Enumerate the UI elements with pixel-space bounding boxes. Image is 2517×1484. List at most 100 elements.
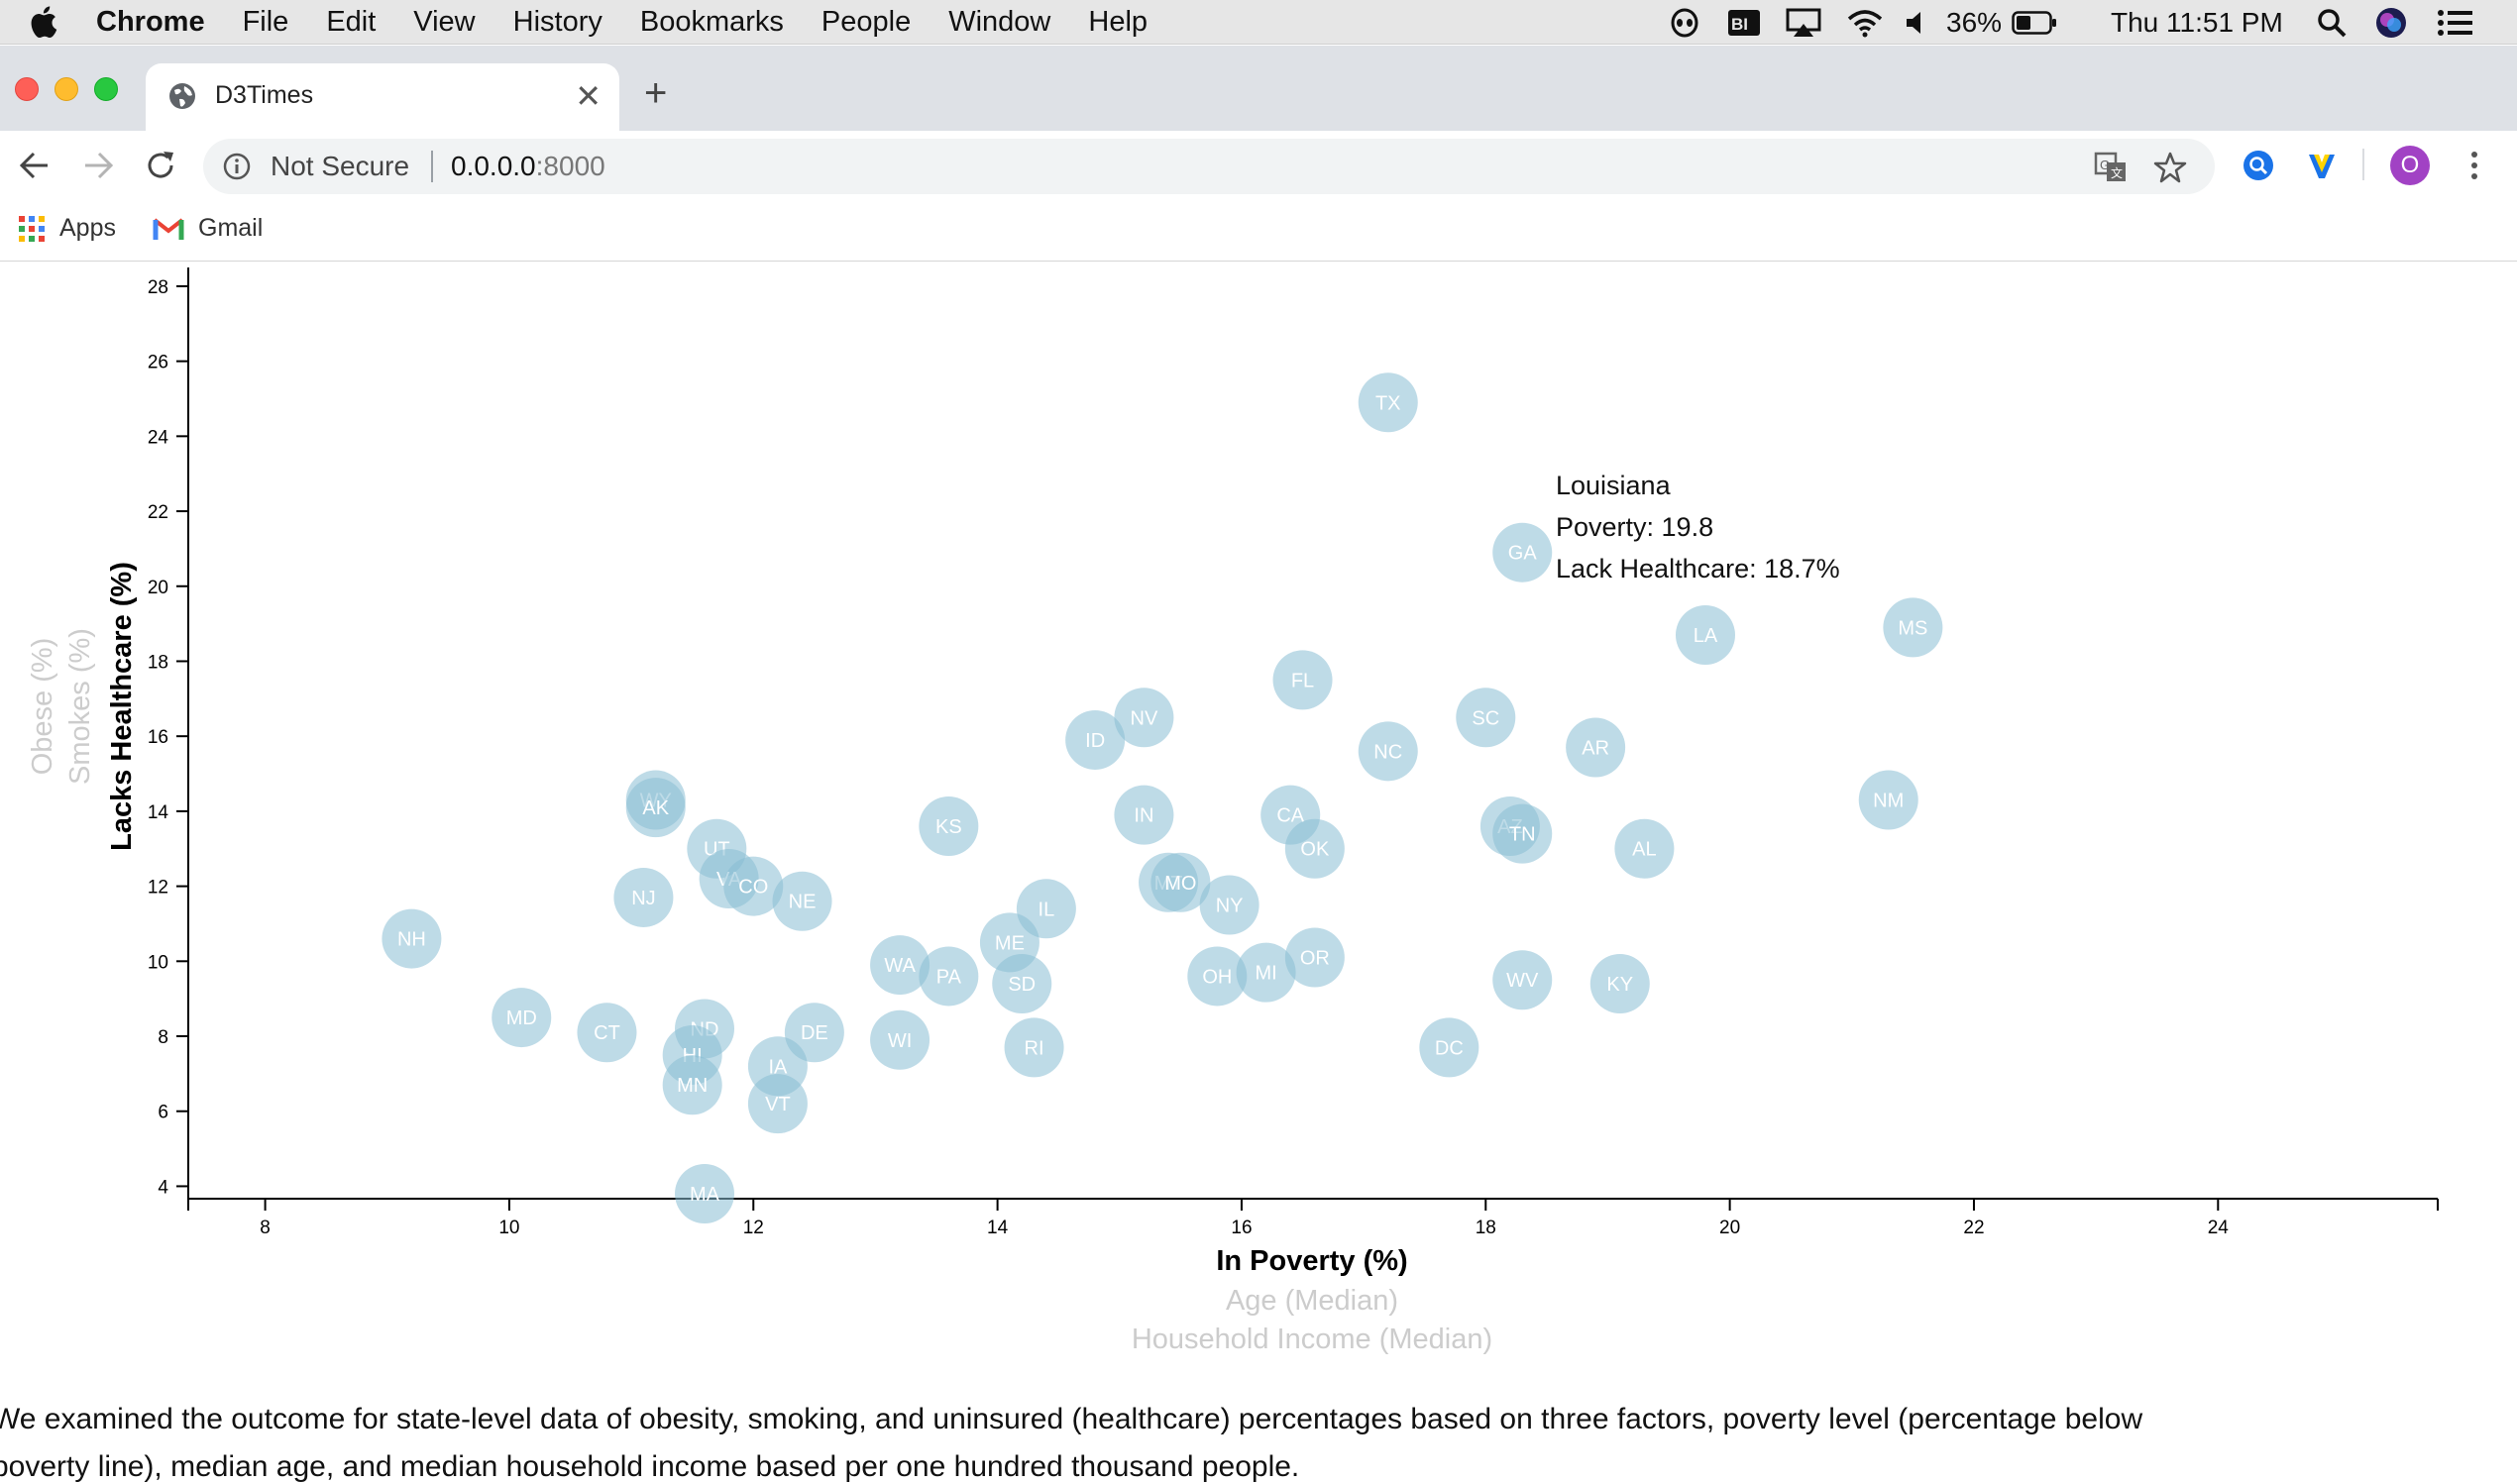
menu-clock[interactable]: Thu 11:51 PM xyxy=(2111,6,2283,38)
menu-view[interactable]: View xyxy=(413,6,476,38)
profile-avatar[interactable]: O xyxy=(2390,146,2430,185)
state-point[interactable] xyxy=(1187,946,1248,1007)
state-point[interactable] xyxy=(1114,688,1174,748)
state-point[interactable] xyxy=(1284,818,1345,879)
state-point[interactable] xyxy=(723,856,784,916)
state-label: NJ xyxy=(631,888,655,909)
state-point[interactable] xyxy=(625,778,686,838)
state-point[interactable] xyxy=(1492,950,1553,1010)
state-point[interactable] xyxy=(1492,803,1553,864)
more-menu-icon[interactable] xyxy=(2458,149,2491,182)
menu-chrome[interactable]: Chrome xyxy=(96,6,205,38)
state-point[interactable] xyxy=(577,1003,637,1063)
state-point[interactable] xyxy=(1566,717,1626,778)
bookmark-star-icon[interactable] xyxy=(2153,151,2187,184)
state-point[interactable] xyxy=(747,1074,808,1134)
state-label: WV xyxy=(1506,970,1539,992)
bookmark-apps[interactable]: Apps xyxy=(18,214,116,243)
apple-logo-icon[interactable] xyxy=(28,6,57,38)
alien-status-icon[interactable] xyxy=(1670,0,1699,45)
shield-extension-icon[interactable] xyxy=(2305,149,2339,182)
state-point[interactable] xyxy=(1883,597,1943,658)
bookmark-gmail[interactable]: Gmail xyxy=(153,214,263,243)
state-point[interactable] xyxy=(772,871,832,931)
state-point[interactable] xyxy=(1589,954,1650,1014)
reload-icon[interactable] xyxy=(144,149,177,182)
battery-icon[interactable] xyxy=(2012,0,2057,45)
state-point[interactable] xyxy=(1150,852,1211,912)
browser-tab[interactable]: D3Times ✕ xyxy=(146,63,619,131)
state-point[interactable] xyxy=(1456,688,1516,748)
state-point[interactable] xyxy=(662,1055,722,1115)
search-extension-icon[interactable] xyxy=(2242,149,2275,182)
menu-window[interactable]: Window xyxy=(948,6,1051,38)
volume-icon[interactable] xyxy=(1905,0,1930,45)
translate-icon[interactable]: G 文 xyxy=(2094,151,2128,184)
url-text[interactable]: 0.0.0.0:8000 xyxy=(451,151,605,182)
state-point[interactable] xyxy=(870,935,930,996)
x-axis-label-poverty[interactable]: In Poverty (%) xyxy=(1216,1245,1407,1277)
state-label: TN xyxy=(1509,824,1536,846)
state-label: AR xyxy=(1582,738,1609,760)
menu-bookmarks[interactable]: Bookmarks xyxy=(639,6,784,38)
state-point[interactable] xyxy=(919,796,979,857)
state-label: DE xyxy=(801,1022,828,1044)
tab-close-icon[interactable]: ✕ xyxy=(575,78,602,114)
menu-people[interactable]: People xyxy=(821,6,912,38)
y-tick-label: 26 xyxy=(148,353,168,373)
state-point[interactable] xyxy=(613,867,674,927)
window-close-button[interactable] xyxy=(15,77,39,101)
menu-help[interactable]: Help xyxy=(1088,6,1149,38)
state-point[interactable] xyxy=(1858,770,1918,830)
bi-status-icon[interactable]: BI xyxy=(1727,0,1761,45)
window-zoom-button[interactable] xyxy=(94,77,118,101)
airplay-icon[interactable] xyxy=(1786,0,1821,45)
siri-icon[interactable] xyxy=(2375,0,2407,45)
state-point[interactable] xyxy=(1284,927,1345,988)
state-point[interactable] xyxy=(1492,522,1553,583)
state-point[interactable] xyxy=(1236,942,1296,1003)
x-axis-label-income[interactable]: Household Income (Median) xyxy=(1132,1324,1492,1355)
spotlight-search-icon[interactable] xyxy=(2317,0,2347,45)
y-tick-label: 6 xyxy=(158,1103,168,1123)
state-point[interactable] xyxy=(1358,372,1418,433)
state-point[interactable] xyxy=(1675,604,1735,665)
toolbar-separator xyxy=(2362,149,2364,180)
y-axis-label-healthcare[interactable]: Lacks Healthcare (%) xyxy=(106,562,138,851)
wifi-icon[interactable] xyxy=(1847,0,1883,45)
x-axis: 8 10 12 14 16 18 20 22 24 xyxy=(187,1198,2439,1238)
state-label: OR xyxy=(1300,948,1330,970)
state-point[interactable] xyxy=(1114,785,1174,845)
menu-file[interactable]: File xyxy=(242,6,289,38)
state-point[interactable] xyxy=(1199,875,1259,935)
state-point[interactable] xyxy=(870,1009,930,1070)
y-axis-label-smokes[interactable]: Smokes (%) xyxy=(64,628,96,785)
menu-edit[interactable]: Edit xyxy=(326,6,377,38)
state-point[interactable] xyxy=(1614,818,1675,879)
window-minimize-button[interactable] xyxy=(55,77,78,101)
state-point[interactable] xyxy=(675,1164,735,1223)
svg-text:G: G xyxy=(2100,158,2110,172)
state-point[interactable] xyxy=(1065,709,1126,770)
back-arrow-icon[interactable] xyxy=(18,149,52,182)
forward-arrow-icon[interactable] xyxy=(81,149,115,182)
notification-center-icon[interactable] xyxy=(2438,0,2473,45)
address-bar[interactable]: Not Secure 0.0.0.0:8000 G 文 xyxy=(203,139,2215,194)
new-tab-button[interactable]: + xyxy=(644,71,668,115)
y-tick-label: 28 xyxy=(148,277,168,298)
state-point[interactable] xyxy=(492,988,552,1048)
state-point[interactable] xyxy=(1004,1017,1064,1078)
y-axis-label-obese[interactable]: Obese (%) xyxy=(27,638,58,776)
info-icon[interactable] xyxy=(223,153,251,180)
state-label: MN xyxy=(677,1075,708,1097)
state-point[interactable] xyxy=(919,946,979,1007)
state-point[interactable] xyxy=(382,908,442,969)
state-point[interactable] xyxy=(1419,1017,1479,1078)
menu-history[interactable]: History xyxy=(512,6,602,38)
x-tick-label: 22 xyxy=(1963,1218,1984,1238)
state-point[interactable] xyxy=(1272,650,1333,710)
state-point[interactable] xyxy=(992,954,1052,1014)
state-point[interactable] xyxy=(1358,721,1418,782)
x-axis-label-age[interactable]: Age (Median) xyxy=(1226,1285,1398,1317)
security-status[interactable]: Not Secure xyxy=(271,151,410,181)
